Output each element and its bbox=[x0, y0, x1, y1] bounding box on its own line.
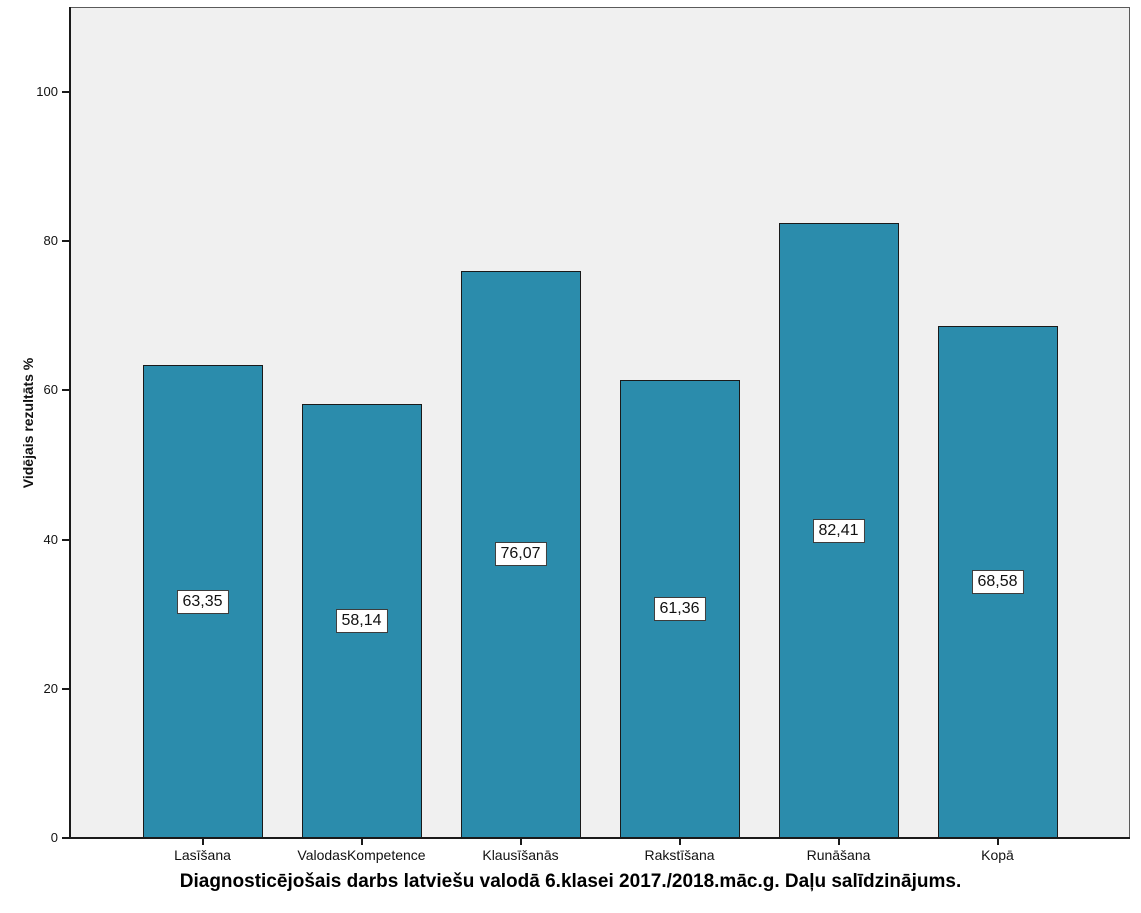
bar-value-label: 63,35 bbox=[176, 589, 229, 614]
y-axis-tick-label: 80 bbox=[43, 233, 58, 249]
x-category-label: Kopā bbox=[981, 847, 1014, 863]
y-axis-tick bbox=[62, 240, 69, 243]
x-axis-line bbox=[69, 837, 1130, 839]
bar bbox=[301, 404, 422, 838]
y-axis-line bbox=[69, 7, 71, 839]
x-category-label: Rakstīšana bbox=[644, 847, 715, 863]
x-category-label: Klausīšanās bbox=[482, 847, 559, 863]
y-axis-title: Vidējais rezultāts % bbox=[20, 357, 36, 488]
x-category-label: Runāšana bbox=[806, 847, 871, 863]
x-axis-tick bbox=[837, 839, 840, 845]
y-axis-tick bbox=[62, 837, 69, 839]
y-axis-tick-label: 40 bbox=[43, 531, 58, 547]
bar-value-label: 61,36 bbox=[653, 597, 706, 622]
y-axis-tick bbox=[62, 389, 69, 392]
x-category-label: Lasīšana bbox=[174, 847, 231, 863]
x-axis-tick bbox=[519, 839, 522, 845]
bar-value-label: 76,07 bbox=[494, 542, 547, 567]
chart-title: Diagnosticējošais darbs latviešu valodā … bbox=[179, 871, 962, 892]
x-axis-tick bbox=[360, 839, 363, 845]
bar-value-label: 82,41 bbox=[812, 518, 865, 543]
bar bbox=[937, 326, 1058, 838]
bar-value-label: 68,58 bbox=[971, 570, 1024, 595]
x-axis-tick bbox=[996, 839, 999, 845]
y-axis-tick-label: 60 bbox=[43, 382, 58, 398]
y-axis-tick-label: 100 bbox=[36, 84, 58, 100]
y-axis-tick-label: 20 bbox=[43, 680, 58, 696]
x-axis-tick bbox=[678, 839, 681, 845]
x-axis-tick bbox=[201, 839, 204, 845]
x-category-label: ValodasKompetence bbox=[297, 847, 426, 863]
bar-value-label: 58,14 bbox=[335, 609, 388, 634]
y-axis-tick bbox=[62, 91, 69, 94]
y-axis-tick-label: 0 bbox=[50, 830, 58, 845]
y-axis-tick bbox=[62, 687, 69, 690]
y-axis-tick bbox=[62, 538, 69, 541]
